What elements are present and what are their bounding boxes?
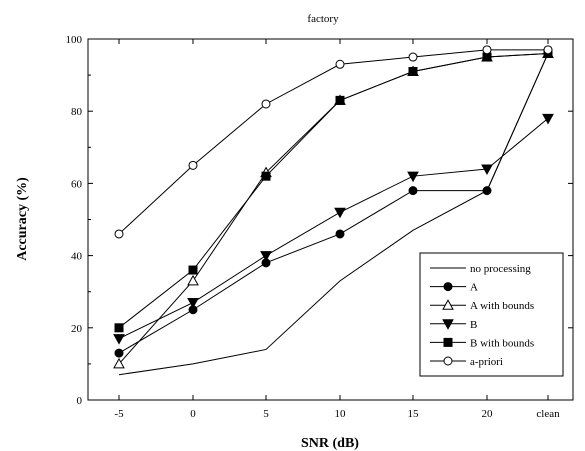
data-point: [335, 95, 345, 105]
legend-entry: B: [430, 319, 477, 331]
data-point: [543, 45, 553, 55]
y-tick-label: 0: [77, 395, 83, 407]
x-tick-label: 5: [263, 408, 269, 420]
legend-label: B: [470, 319, 477, 331]
data-point: [114, 348, 124, 358]
data-point: [187, 274, 199, 286]
data-point: [113, 357, 125, 369]
data-point: [408, 66, 418, 76]
y-axis-label: Accuracy (%): [15, 177, 30, 261]
y-axis: 0 20 40 60 80 100: [66, 34, 573, 407]
series-a-priori: [114, 45, 553, 239]
data-point: [187, 298, 199, 309]
data-point: [113, 334, 125, 345]
legend-label: a-priori: [470, 356, 503, 368]
data-point: [407, 171, 419, 183]
data-point: [114, 229, 124, 239]
series-b: [113, 113, 554, 345]
data-point: [335, 229, 345, 239]
legend-marker: [442, 299, 454, 310]
legend-entry: A with bounds: [430, 299, 534, 312]
chart-title: factory: [307, 13, 339, 25]
x-axis-label: SNR (dB): [301, 436, 359, 451]
legend-marker: [443, 356, 453, 366]
x-tick-label: 10: [335, 408, 347, 420]
data-point: [261, 99, 271, 109]
x-tick-label: 20: [482, 408, 494, 420]
y-tick-label: 20: [71, 323, 83, 335]
data-point: [482, 45, 492, 55]
data-point: [481, 164, 493, 175]
data-point: [408, 52, 418, 62]
legend-marker: [443, 282, 453, 292]
legend-marker: [443, 337, 453, 347]
x-tick-label: 0: [190, 408, 196, 420]
legend-entry: B with bounds: [430, 337, 534, 349]
data-point: [260, 251, 272, 262]
legend-box: [419, 252, 564, 377]
legend-label: A: [470, 282, 478, 294]
legend-entry: a-priori: [430, 356, 503, 368]
legend-marker: [442, 319, 454, 330]
legend-entry: A: [430, 282, 478, 294]
data-point: [114, 323, 124, 333]
legend-entry: no processing: [430, 263, 531, 275]
series-line: [118, 49, 548, 235]
x-tick-label: -5: [114, 408, 124, 420]
x-axis: -5 0 5 10 15 20 clean: [114, 39, 560, 420]
series-layer: [113, 45, 554, 376]
data-point: [408, 186, 418, 196]
x-tick-label: clean: [536, 408, 560, 420]
data-point: [334, 207, 346, 219]
y-tick-label: 40: [71, 251, 83, 263]
data-point: [261, 171, 271, 181]
legend-label: A with bounds: [470, 300, 534, 312]
data-point: [482, 186, 492, 196]
legend-label: B with bounds: [470, 337, 534, 349]
y-tick-label: 100: [66, 34, 83, 46]
y-tick-label: 80: [71, 106, 83, 118]
legend: no processing A A with bounds B B with bound…: [419, 252, 564, 377]
legend-label: no processing: [470, 263, 531, 275]
data-point: [335, 59, 345, 69]
y-tick-label: 60: [71, 178, 83, 190]
data-point: [188, 265, 198, 275]
data-point: [188, 160, 198, 170]
data-point: [542, 113, 554, 125]
x-tick-label: 15: [408, 408, 420, 420]
